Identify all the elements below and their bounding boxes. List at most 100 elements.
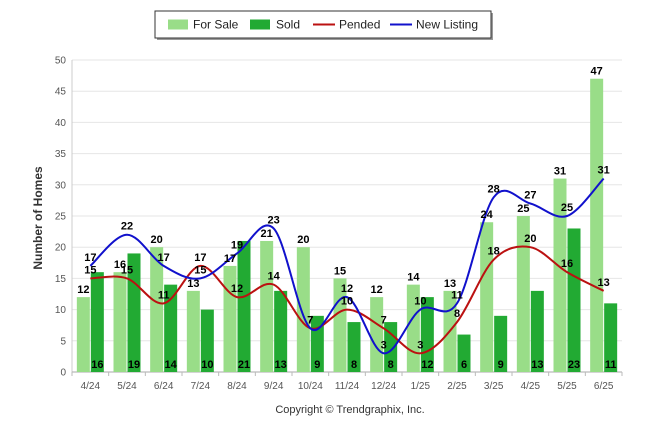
sold-data-label: 21 <box>238 359 250 371</box>
copyright-text: Copyright © Trendgraphix, Inc. <box>275 404 424 416</box>
legend-label-pended: Pended <box>339 18 380 32</box>
lines <box>89 177 605 355</box>
for-sale-data-label: 15 <box>334 265 346 277</box>
for-sale-data-label: 13 <box>444 278 456 290</box>
legend: For Sale Sold Pended New Listing <box>154 10 493 40</box>
sold-bar <box>200 309 214 372</box>
sold-bar <box>127 253 141 372</box>
new-listing-data-label: 27 <box>524 190 536 202</box>
y-tick-label: 15 <box>55 274 67 285</box>
new-listing-data-label: 23 <box>268 214 280 226</box>
for-sale-bar <box>223 265 237 372</box>
data-labels: 12 16 20 13 17 21 20 15 12 14 13 24 25 3 14 7 16 19 14 10 21… <box>77 66 616 371</box>
grid-lines <box>72 59 622 373</box>
y-tick-label: 45 <box>55 87 67 98</box>
x-tick-label: 1/25 <box>411 381 431 392</box>
sold-data-label: 6 <box>461 359 467 371</box>
for-sale-data-label: 20 <box>151 234 163 246</box>
for-sale-data-label: 12 <box>371 284 383 296</box>
sold-bar <box>530 290 544 372</box>
x-tick-label: 7/24 <box>191 381 211 392</box>
x-tick-label: 9/24 <box>264 381 284 392</box>
x-tick-label: 5/25 <box>557 381 577 392</box>
sold-data-label: 23 <box>568 359 580 371</box>
x-tick-label: 6/24 <box>154 381 174 392</box>
sold-data-label: 11 <box>605 359 617 371</box>
for-sale-bar <box>553 178 567 372</box>
pended-line <box>90 245 605 355</box>
sold-bar <box>237 240 251 372</box>
sold-data-label: 9 <box>314 359 320 371</box>
x-tick-label: 3/25 <box>484 381 504 392</box>
sold-data-label: 16 <box>91 359 103 371</box>
new-listing-data-label: 11 <box>451 289 463 301</box>
sold-bar <box>457 334 471 372</box>
sold-data-label: 19 <box>128 359 140 371</box>
for-sale-bar <box>296 247 310 372</box>
sold-bar <box>494 315 508 372</box>
y-tick-label: 35 <box>55 149 67 160</box>
y-tick-label: 40 <box>55 118 67 129</box>
legend-label-for-sale: For Sale <box>193 18 239 32</box>
for-sale-data-label: 21 <box>261 228 273 240</box>
for-sale-data-label: 16 <box>114 259 126 271</box>
sold-data-label: 9 <box>498 359 504 371</box>
sold-bar <box>90 272 104 372</box>
pended-data-label: 11 <box>158 289 170 301</box>
for-sale-data-label: 47 <box>591 66 603 78</box>
legend-label-new-listing: New Listing <box>416 18 478 32</box>
new-listing-data-label: 10 <box>414 296 426 308</box>
for-sale-bar <box>113 272 127 372</box>
y-tick-label: 10 <box>55 305 67 316</box>
y-tick-label: 20 <box>55 243 67 254</box>
pended-data-label: 20 <box>524 233 536 245</box>
new-listing-data-label: 12 <box>341 283 353 295</box>
for-sale-data-label: 17 <box>224 253 236 265</box>
x-tick-label: 4/24 <box>81 381 101 392</box>
sold-data-label: 13 <box>275 359 287 371</box>
for-sale-data-label: 25 <box>517 203 529 215</box>
pended-data-label: 3 <box>417 339 423 351</box>
x-tick-label: 11/24 <box>335 381 360 392</box>
for-sale-bar <box>76 297 90 372</box>
sold-bar <box>164 284 178 372</box>
new-listing-data-label: 7 <box>307 314 313 326</box>
for-sale-data-label: 12 <box>77 284 89 296</box>
for-sale-bar <box>150 247 164 372</box>
sold-bar <box>604 303 618 372</box>
for-sale-bar <box>480 222 494 372</box>
pended-data-label: 7 <box>381 314 387 326</box>
new-listing-data-label: 3 <box>381 339 387 351</box>
x-tick-label: 12/24 <box>371 381 396 392</box>
x-axis: 4/24 5/24 6/24 7/24 8/24 9/24 10/24 11/24 12/24 1… <box>71 371 623 392</box>
new-listing-line <box>89 177 605 355</box>
y-tick-label: 50 <box>55 56 67 67</box>
pended-data-label: 18 <box>488 246 500 258</box>
for-sale-data-label: 24 <box>481 209 494 221</box>
pended-data-label: 15 <box>84 264 96 276</box>
pended-data-label: 16 <box>561 258 573 270</box>
for-sale-data-label: 14 <box>407 272 420 284</box>
pended-data-label: 15 <box>121 264 133 276</box>
legend-swatch-for-sale <box>168 19 188 30</box>
sold-data-label: 10 <box>201 359 213 371</box>
x-tick-label: 4/25 <box>521 381 541 392</box>
for-sale-bar <box>516 216 530 372</box>
for-sale-data-label: 13 <box>187 278 199 290</box>
pended-data-label: 14 <box>268 271 281 283</box>
sold-bar <box>567 228 581 372</box>
pended-data-label: 12 <box>231 283 243 295</box>
y-tick-label: 5 <box>60 336 66 347</box>
for-sale-data-label: 20 <box>297 234 309 246</box>
y-tick-label: 0 <box>60 368 66 379</box>
pended-data-label: 10 <box>341 296 353 308</box>
x-tick-label: 10/24 <box>298 381 323 392</box>
y-axis: 0 5 10 15 20 25 30 35 40 45 50 <box>55 56 73 379</box>
x-tick-label: 8/24 <box>227 381 247 392</box>
y-tick-label: 25 <box>55 212 67 223</box>
x-tick-label: 2/25 <box>447 381 467 392</box>
sold-bar <box>347 322 361 372</box>
sold-data-label: 14 <box>165 359 178 371</box>
sold-data-label: 12 <box>421 359 433 371</box>
